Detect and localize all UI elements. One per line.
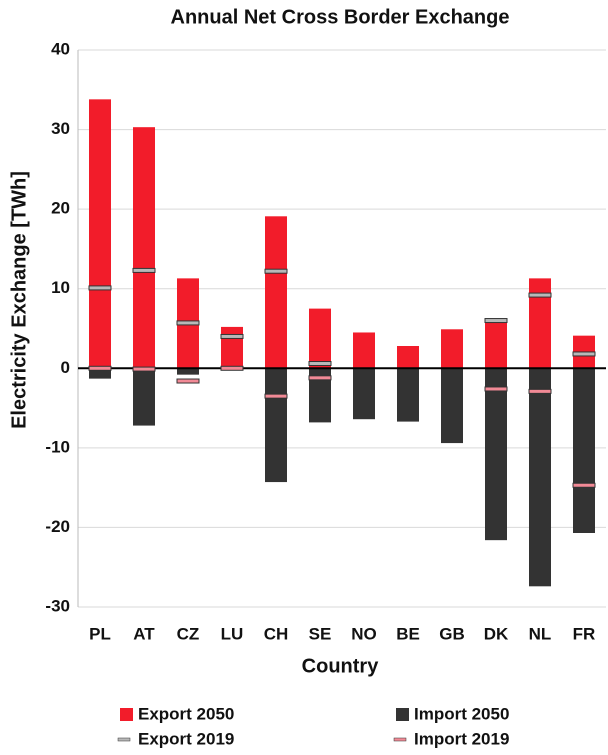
legend-swatch [396,708,409,721]
y-tick-label: -10 [45,437,70,456]
x-tick-label: CH [264,624,289,643]
x-tick-label: AT [133,624,155,643]
bar [573,368,595,533]
bar [485,368,507,541]
bar [221,326,243,369]
x-tick-label: CZ [177,624,200,643]
legend-swatch [393,737,407,742]
x-tick-label: FR [573,624,596,643]
marker [308,361,332,367]
marker [88,285,112,291]
bar [529,368,551,587]
marker [528,292,552,298]
bar [133,127,155,369]
bar [397,368,419,422]
marker [264,393,288,399]
marker [132,267,156,273]
marker [572,351,596,357]
bar [309,368,331,423]
legend-label: Import 2019 [414,729,509,748]
x-tick-label: DK [484,624,509,643]
marker [572,482,596,488]
bar [441,329,463,369]
bar [529,278,551,369]
marker [220,333,244,339]
y-tick-label: 40 [51,39,70,58]
x-tick-label: SE [309,624,332,643]
legend-label: Import 2050 [414,704,509,723]
marker [264,268,288,274]
x-axis-title: Country [302,655,380,677]
x-tick-label: BE [396,624,420,643]
bar [133,368,155,426]
legend-swatch [117,737,131,742]
marker [308,375,332,381]
y-axis-title: Electricity Exchange [TWh] [8,171,30,429]
marker [528,388,552,394]
bar [177,368,199,375]
bar [441,368,463,444]
legend-label: Export 2050 [138,704,234,723]
legend-swatch [120,708,133,721]
marker [220,365,244,371]
y-tick-label: 30 [51,119,70,138]
bar [353,368,375,420]
marker [132,366,156,372]
x-tick-label: LU [221,624,244,643]
bar [89,368,111,379]
y-tick-label: 0 [61,358,70,377]
bar [89,99,111,369]
y-tick-label: -20 [45,517,70,536]
marker [484,386,508,392]
x-tick-label: NL [529,624,552,643]
x-tick-label: PL [89,624,111,643]
bar [309,308,331,369]
bar [265,368,287,483]
bar [397,346,419,369]
chart-title: Annual Net Cross Border Exchange [171,6,510,28]
y-tick-label: 10 [51,278,70,297]
x-tick-label: NO [351,624,377,643]
bar [485,322,507,369]
y-tick-label: -30 [45,596,70,615]
marker [176,320,200,326]
marker [484,318,508,324]
x-tick-label: GB [439,624,465,643]
bar [265,216,287,369]
y-tick-label: 20 [51,199,70,218]
bar [353,332,375,369]
legend-label: Export 2019 [138,729,234,748]
marker [176,378,200,384]
marker [88,365,112,371]
